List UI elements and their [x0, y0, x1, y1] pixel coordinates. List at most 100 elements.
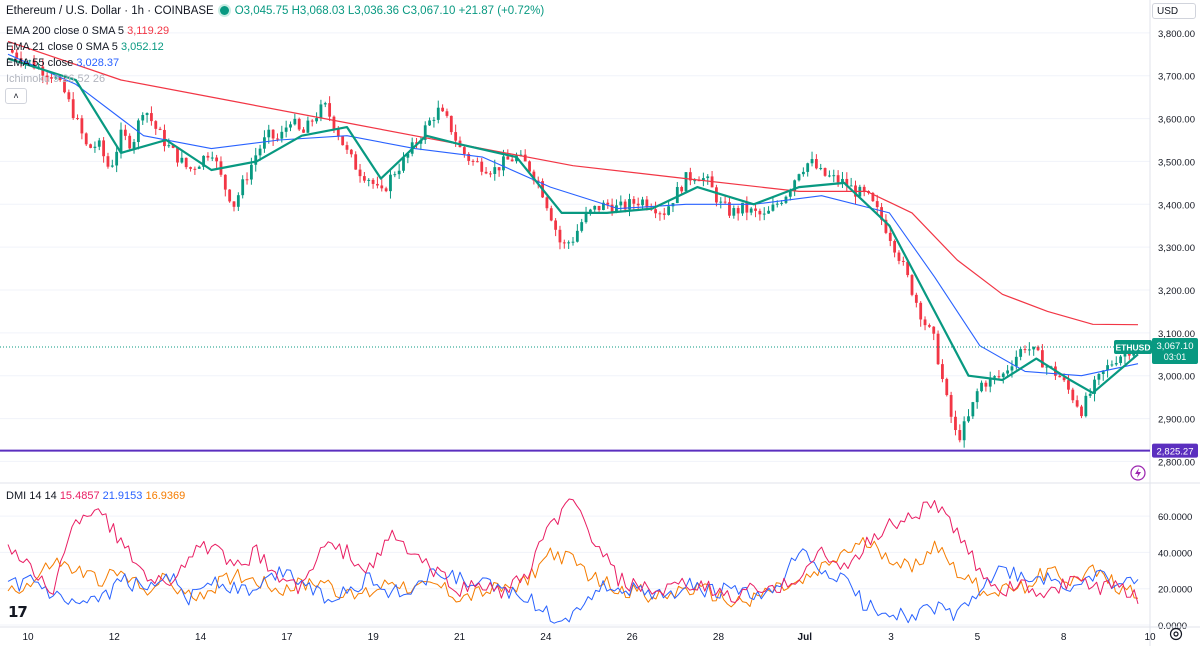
collapse-legend-button[interactable]: ˄	[5, 88, 27, 104]
candle-body	[263, 137, 266, 149]
dmi-legend[interactable]: DMI 14 14 15.4857 21.9153 16.9369	[6, 489, 185, 503]
candle-body	[63, 80, 66, 93]
candle-body	[1106, 365, 1109, 371]
candle-body	[701, 178, 705, 181]
candle-body	[454, 132, 458, 141]
candle-body	[254, 155, 258, 165]
candle-body	[510, 159, 514, 162]
change-value: +21.87 (+0.72%)	[458, 5, 545, 17]
candle-body	[893, 240, 897, 253]
candle-body	[1101, 370, 1105, 374]
candle-body	[628, 199, 631, 210]
candle-body	[841, 178, 844, 183]
time-tick-label: 17	[281, 632, 293, 643]
candle-body	[150, 113, 153, 122]
candle-body	[667, 206, 671, 215]
candle-body	[593, 205, 597, 210]
candle-body	[736, 208, 740, 214]
candle-body	[493, 167, 497, 174]
tradingview-logo-icon[interactable]: 17	[8, 603, 28, 621]
candle-body	[562, 242, 566, 244]
candle-body	[810, 159, 814, 164]
candle-body	[945, 378, 949, 396]
dmi-adx-value: 16.9369	[145, 490, 186, 502]
candle-body	[793, 180, 797, 191]
candle-body	[258, 148, 262, 156]
ema200-label: EMA 200 close 0 SMA 5	[6, 25, 125, 37]
dmi-tick-label: 40.0000	[1158, 548, 1192, 559]
candle-body	[780, 202, 784, 204]
candle-body	[371, 179, 375, 184]
candle-body	[549, 208, 553, 221]
candle-body	[832, 175, 836, 177]
candle-body	[367, 179, 371, 181]
candle-body	[1040, 350, 1044, 368]
time-tick-label: 19	[368, 632, 380, 643]
candle-body	[767, 210, 770, 214]
candle-body	[1019, 349, 1023, 357]
candle-body	[788, 190, 792, 197]
candle-body	[954, 416, 957, 431]
time-tick-label: 21	[454, 632, 466, 643]
candle-body	[849, 185, 853, 187]
candle-body	[223, 174, 227, 190]
candle-body	[580, 222, 584, 231]
candle-body	[119, 129, 123, 152]
candle-body	[1045, 366, 1049, 368]
candle-body	[128, 135, 132, 149]
legend-ichimoku[interactable]: Ichimoku 9 26 52 26	[6, 73, 106, 85]
candle-body	[402, 157, 405, 171]
high-value: H3,068.03	[291, 5, 345, 17]
candle-body	[349, 149, 353, 155]
dmi-tick-label: 60.0000	[1158, 512, 1192, 523]
candle-body	[154, 121, 158, 129]
symbol-title[interactable]: Ethereum / U.S. Dollar · 1h · COINBASE	[6, 5, 214, 17]
time-tick-label: 10	[22, 632, 34, 643]
candle-body	[197, 166, 201, 169]
candle-body	[567, 242, 571, 244]
candle-body	[762, 213, 766, 215]
hline-price-tag	[1152, 443, 1198, 458]
candle-body	[436, 107, 440, 120]
candle-body	[836, 175, 840, 183]
legend-ema55[interactable]: EMA 55 close 3,028.37	[6, 56, 119, 70]
lightning-icon[interactable]	[1130, 465, 1146, 481]
candle-body	[919, 302, 923, 320]
ema55-value: 3,028.37	[76, 57, 120, 69]
candle-body	[102, 140, 106, 157]
dmi-label: DMI 14 14	[6, 490, 57, 502]
candle-body	[741, 202, 744, 214]
candle-body	[171, 145, 175, 148]
ema21-line	[7, 57, 1139, 394]
candle-body	[10, 50, 14, 53]
candle-body	[819, 168, 823, 170]
price-tick-label: 2,900.00	[1158, 415, 1195, 426]
candle-body	[1114, 363, 1118, 365]
candle-body	[41, 66, 45, 76]
candle-body	[1088, 393, 1092, 396]
candle-body	[1080, 406, 1083, 417]
candle-body	[602, 202, 605, 211]
candle-body	[445, 111, 449, 116]
candle-body	[975, 391, 979, 403]
dmi-plus-value: 15.4857	[59, 490, 100, 502]
candle-body	[506, 156, 510, 160]
candle-body	[336, 129, 340, 137]
candle-body	[193, 168, 197, 170]
candle-body	[145, 113, 149, 116]
candle-body	[50, 77, 53, 79]
candle-body	[571, 241, 575, 243]
candle-body	[76, 118, 79, 120]
currency-button[interactable]: USD	[1152, 3, 1196, 19]
legend-ema200[interactable]: EMA 200 close 0 SMA 5 3,119.29	[6, 24, 169, 38]
candle-body	[723, 201, 727, 203]
candle-body	[306, 120, 310, 133]
legend-ema21[interactable]: EMA 21 close 0 SMA 5 3,052.12	[6, 40, 164, 54]
candle-body	[619, 201, 623, 206]
gear-icon[interactable]	[1168, 626, 1184, 642]
ema200-line	[7, 40, 1139, 326]
candle-body	[906, 261, 910, 276]
candle-body	[471, 160, 475, 162]
candle-body	[15, 52, 19, 59]
